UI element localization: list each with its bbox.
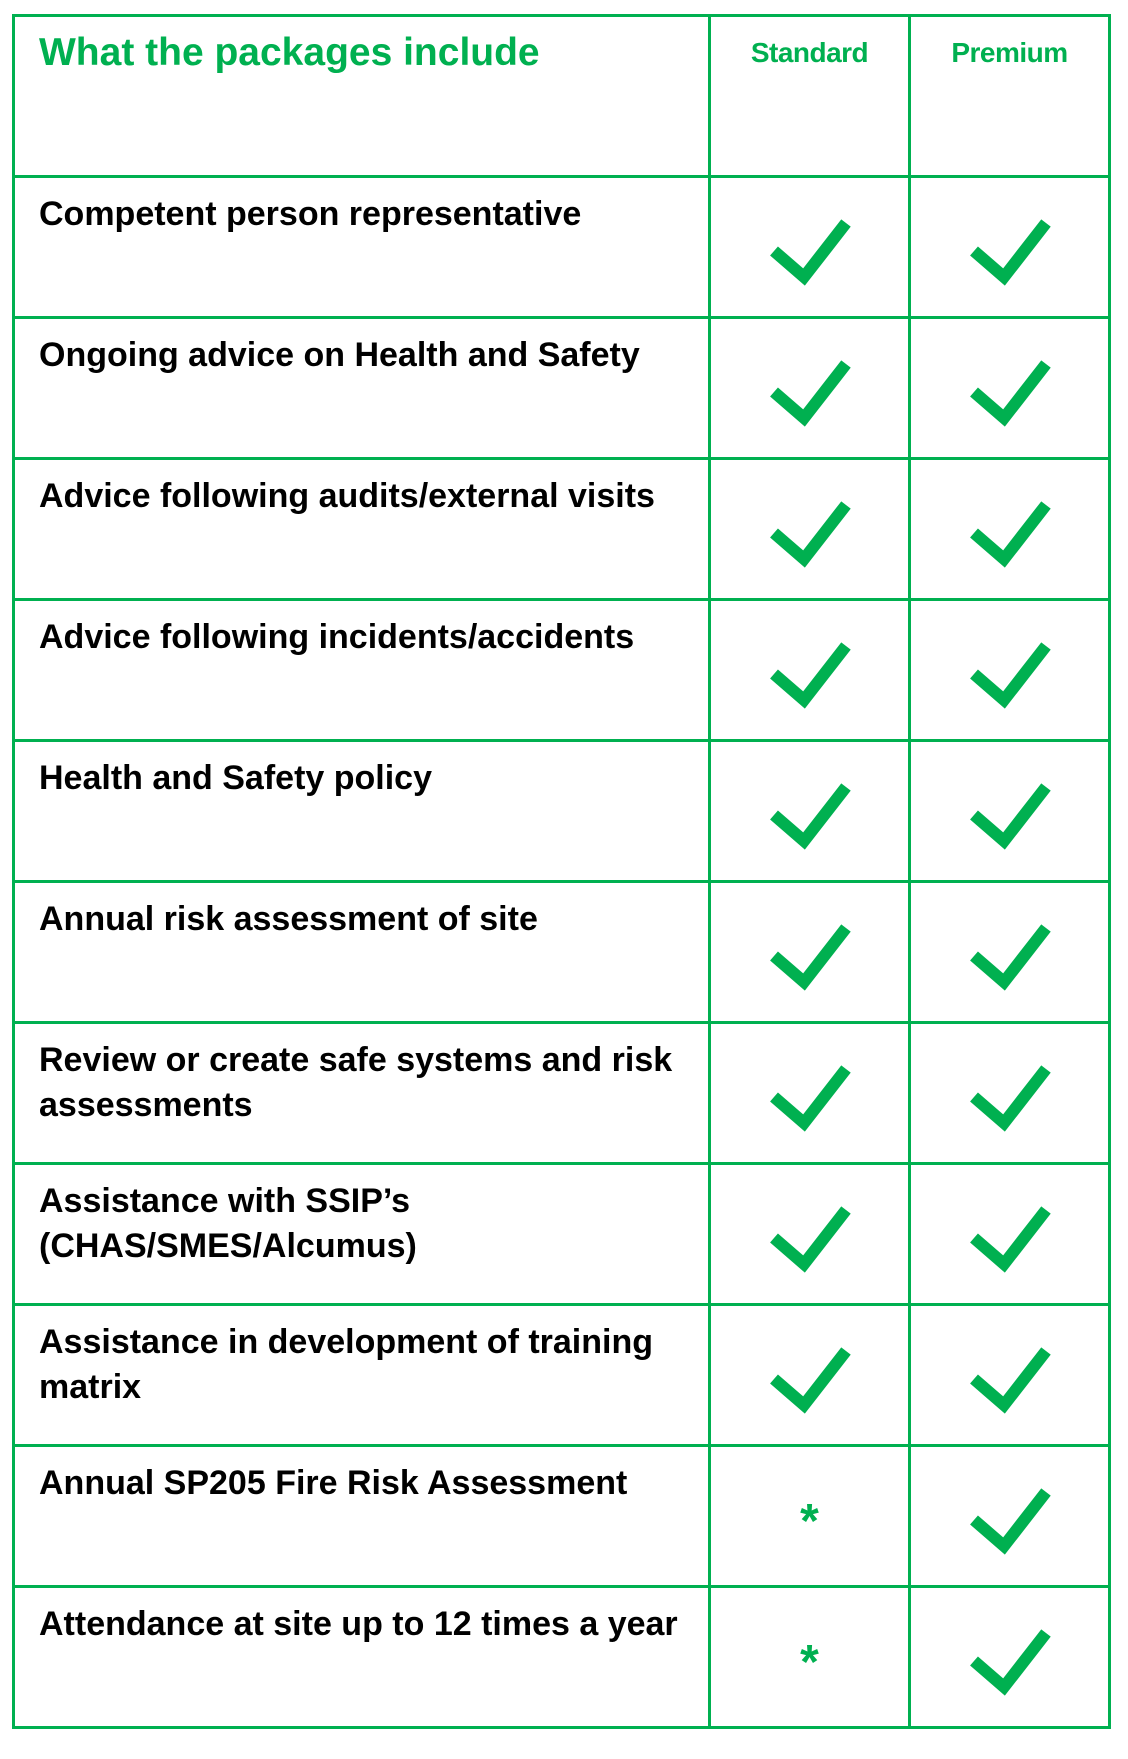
check-icon: [911, 601, 1108, 739]
header-row: What the packages include Standard Premi…: [12, 14, 1111, 178]
standard-cell: [708, 598, 911, 742]
feature-label: Assistance in development of training ma…: [12, 1303, 711, 1447]
standard-cell: [708, 457, 911, 601]
feature-label: Assistance with SSIP’s (CHAS/SMES/Alcumu…: [12, 1162, 711, 1306]
check-icon: [911, 1024, 1108, 1162]
table-row: Ongoing advice on Health and Safety: [12, 316, 1111, 460]
premium-cell: [908, 1021, 1111, 1165]
standard-cell: *: [708, 1444, 911, 1588]
table-row: Advice following audits/external visits: [12, 457, 1111, 601]
table-row: Advice following incidents/accidents: [12, 598, 1111, 742]
standard-cell: [708, 1021, 911, 1165]
premium-cell: [908, 1162, 1111, 1306]
standard-cell: [708, 1303, 911, 1447]
premium-cell: [908, 880, 1111, 1024]
column-standard: Standard: [708, 14, 911, 178]
check-icon: [711, 1165, 908, 1303]
standard-cell: [708, 1162, 911, 1306]
table-row: Attendance at site up to 12 times a year…: [12, 1585, 1111, 1729]
asterisk-icon: *: [800, 1635, 819, 1689]
table-row: Review or create safe systems and risk a…: [12, 1021, 1111, 1165]
check-icon: [911, 742, 1108, 880]
premium-cell: [908, 1303, 1111, 1447]
standard-cell: [708, 880, 911, 1024]
feature-label: Competent person representative: [12, 175, 711, 319]
check-icon: [911, 178, 1108, 316]
standard-cell: [708, 175, 911, 319]
standard-cell: *: [708, 1585, 911, 1729]
standard-cell: [708, 316, 911, 460]
table-row: Annual SP205 Fire Risk Assessment *: [12, 1444, 1111, 1588]
feature-label: Advice following audits/external visits: [12, 457, 711, 601]
premium-cell: [908, 1585, 1111, 1729]
check-icon: [911, 883, 1108, 1021]
premium-cell: [908, 739, 1111, 883]
table-row: Annual risk assessment of site: [12, 880, 1111, 1024]
table-row: Assistance with SSIP’s (CHAS/SMES/Alcumu…: [12, 1162, 1111, 1306]
feature-label: Health and Safety policy: [12, 739, 711, 883]
table-row: Assistance in development of training ma…: [12, 1303, 1111, 1447]
standard-cell: [708, 739, 911, 883]
check-icon: [711, 1306, 908, 1444]
check-icon: [911, 1588, 1108, 1726]
check-icon: [711, 883, 908, 1021]
premium-cell: [908, 598, 1111, 742]
premium-cell: [908, 316, 1111, 460]
table-title: What the packages include: [12, 14, 711, 178]
check-icon: [711, 601, 908, 739]
check-icon: [711, 460, 908, 598]
packages-table: What the packages include Standard Premi…: [12, 14, 1111, 1729]
column-premium: Premium: [908, 14, 1111, 178]
feature-label: Annual risk assessment of site: [12, 880, 711, 1024]
premium-cell: [908, 1444, 1111, 1588]
feature-label: Advice following incidents/accidents: [12, 598, 711, 742]
check-icon: [911, 1447, 1108, 1585]
check-icon: [911, 1165, 1108, 1303]
table-row: Competent person representative: [12, 175, 1111, 319]
check-icon: [711, 319, 908, 457]
premium-cell: [908, 175, 1111, 319]
asterisk-icon: *: [800, 1494, 819, 1548]
feature-label: Review or create safe systems and risk a…: [12, 1021, 711, 1165]
feature-label: Ongoing advice on Health and Safety: [12, 316, 711, 460]
check-icon: [911, 319, 1108, 457]
check-icon: [711, 178, 908, 316]
check-icon: [711, 1024, 908, 1162]
feature-label: Attendance at site up to 12 times a year: [12, 1585, 711, 1729]
check-icon: [911, 460, 1108, 598]
check-icon: [911, 1306, 1108, 1444]
premium-cell: [908, 457, 1111, 601]
feature-label: Annual SP205 Fire Risk Assessment: [12, 1444, 711, 1588]
check-icon: [711, 742, 908, 880]
table-row: Health and Safety policy: [12, 739, 1111, 883]
